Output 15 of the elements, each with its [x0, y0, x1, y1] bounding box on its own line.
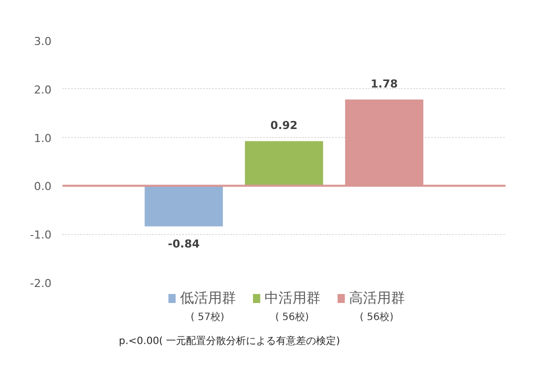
legend-label: 中活用群 ( 56校)	[264, 290, 321, 323]
legend-label: 低活用群 ( 57校)	[180, 290, 236, 323]
y-tick-label: 1.0	[34, 132, 52, 145]
bar	[144, 186, 223, 226]
data-label: -0.84	[168, 237, 200, 250]
y-tick-label: -2.0	[30, 277, 52, 290]
y-tick-label: 3.0	[34, 35, 52, 48]
legend-label: 高活用群 ( 56校)	[349, 290, 406, 323]
data-label: 1.78	[370, 78, 398, 91]
text: p.<0.00( 一元配置分散分析による有意差の検定)	[118, 335, 340, 347]
y-tick-label: 0.0	[34, 180, 52, 194]
y-tick-label: -1.0	[30, 228, 52, 242]
bar	[244, 141, 324, 186]
data-label: 0.92	[270, 119, 298, 132]
y-tick-label: 2.0	[34, 83, 52, 96]
